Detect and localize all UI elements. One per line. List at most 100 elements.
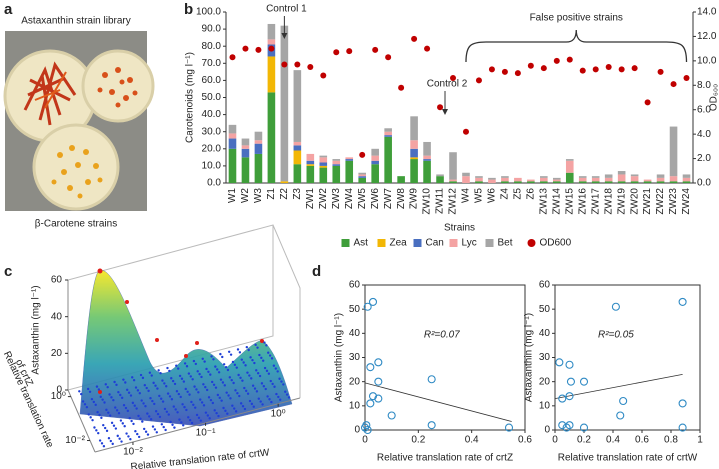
floor-point: [165, 385, 168, 388]
bar-segment: [228, 133, 237, 139]
bar-segment: [449, 152, 457, 180]
x-tick-label: ZW2: [318, 188, 329, 210]
y-tick-label: 10: [349, 400, 361, 411]
floor-point: [188, 418, 192, 422]
floor-point: [148, 371, 152, 374]
point: [363, 302, 372, 311]
floor-point: [273, 385, 276, 388]
point: [363, 425, 372, 435]
annotation: R²=0.05: [598, 330, 634, 341]
floor-point: [244, 389, 248, 393]
bar-segment: [552, 179, 561, 182]
floor-point: [122, 403, 126, 407]
legend-marker: [413, 239, 422, 247]
floor-point: [110, 396, 113, 399]
bar-segment: [345, 160, 354, 183]
bar-segment: [358, 174, 367, 177]
bar-segment: [254, 153, 263, 183]
bar-segment: [410, 148, 418, 158]
floor-point: [179, 395, 182, 399]
x-tick-label: W4: [461, 188, 472, 203]
floor-point: [230, 378, 233, 382]
floor-point: [260, 356, 263, 360]
floor-point: [95, 385, 99, 388]
x-tick-label: ZW10: [422, 188, 433, 215]
floor-point: [265, 344, 268, 347]
od-point: [229, 54, 236, 61]
trendline: [364, 382, 512, 422]
x-tick-label: Z2: [279, 188, 290, 200]
floor-point: [205, 367, 208, 371]
panel-label: b: [184, 1, 193, 18]
bar-segment: [267, 92, 276, 183]
floor-point: [177, 392, 181, 396]
floor-point: [248, 399, 252, 403]
floor-point: [157, 369, 160, 372]
floor-point: [195, 413, 199, 417]
bar-segment: [475, 176, 483, 178]
y-tick-label: 10.0: [202, 161, 222, 172]
floor-point: [259, 400, 262, 403]
floor-point: [86, 387, 90, 391]
legend-marker: [485, 239, 494, 247]
bar-segment: [358, 176, 367, 178]
x-axis-label: Relative translation rate of crtW: [130, 447, 270, 469]
floor-point: [225, 391, 228, 394]
y-tick-label: 50.0: [202, 92, 222, 103]
y-tick-label: 30.0: [202, 126, 222, 137]
floor-point: [149, 418, 153, 421]
floor-point: [120, 396, 124, 400]
floor-point: [135, 407, 138, 410]
bar-segment: [617, 174, 626, 182]
floor-point: [226, 412, 229, 415]
legend-label: OD600: [540, 238, 572, 249]
floor-point: [115, 383, 118, 387]
floor-point: [199, 398, 202, 401]
floor-point: [110, 421, 114, 425]
bar-segment: [306, 153, 315, 161]
x-tick-label: ZW13: [538, 188, 549, 215]
od-point: [398, 84, 405, 91]
floor-point: [216, 393, 220, 397]
x-tick-label: ZW8: [396, 188, 407, 210]
floor-point: [229, 397, 232, 400]
point: [362, 421, 371, 430]
bar-segment: [241, 148, 250, 158]
floor-point: [111, 442, 114, 446]
bar-segment: [371, 148, 379, 156]
bar-segment: [540, 181, 548, 183]
floor-point: [100, 416, 103, 420]
floor-point: [217, 371, 221, 374]
floor-point: [83, 403, 87, 406]
bar-segment: [267, 23, 276, 40]
point: [368, 392, 378, 401]
panel-label: d: [312, 263, 321, 280]
x-axis-label: Relative translation rate of crtZ: [377, 453, 513, 464]
floor-point: [130, 419, 133, 423]
bar-segment: [578, 177, 587, 182]
floor-point: [269, 379, 272, 383]
bar-segment: [565, 172, 574, 183]
y-tick-label: 40: [349, 328, 361, 339]
floor-point: [192, 359, 196, 363]
y2-tick-label: 2.0: [697, 153, 711, 164]
trendline: [554, 374, 683, 399]
bar-segment: [630, 176, 639, 182]
floor-point: [158, 415, 162, 419]
bar-segment: [527, 179, 535, 182]
floor-point: [97, 388, 101, 391]
floor-point: [241, 405, 245, 408]
bar-segment: [228, 124, 237, 134]
floor-point: [187, 372, 191, 375]
floor-point: [176, 367, 180, 370]
bar-segment: [358, 177, 367, 183]
floor-point: [94, 403, 97, 407]
point: [678, 399, 687, 408]
point: [558, 394, 567, 403]
floor-point: [146, 433, 150, 436]
panel-label: c: [4, 263, 12, 280]
floor-point: [256, 372, 260, 375]
od-point: [462, 128, 469, 135]
y-tick-label: 80.0: [202, 41, 222, 52]
x-tick-label: W2: [240, 188, 251, 203]
